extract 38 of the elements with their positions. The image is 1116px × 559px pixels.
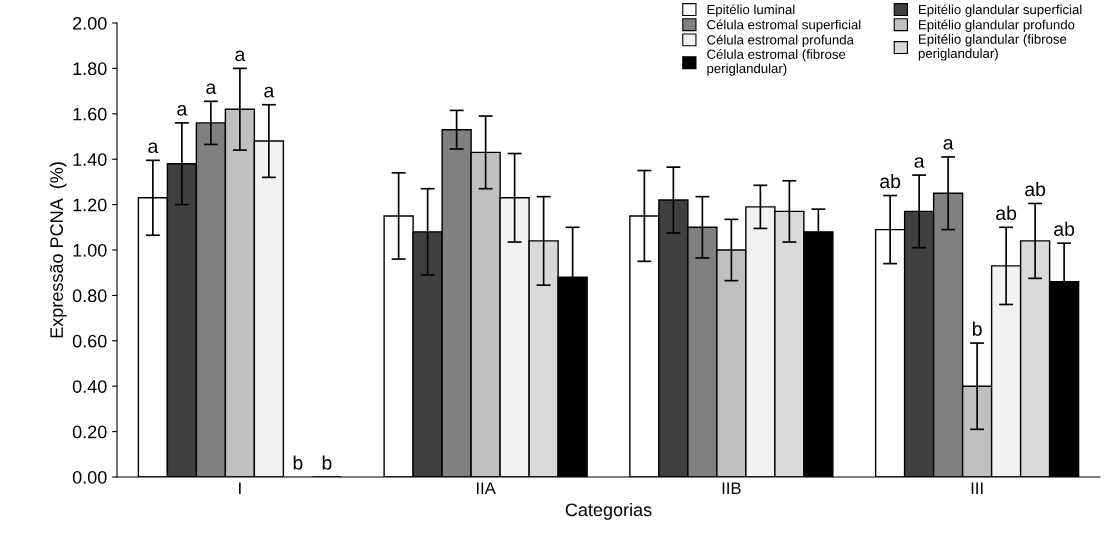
legend-label: Epitélio luminal [707,4,795,17]
legend-label: Célula estromal superficial [707,19,861,32]
y-tick-label: 1.00 [73,243,107,257]
y-tick-label: 0.60 [72,334,107,348]
y-tick-label: 1.60 [73,107,107,121]
data-label: a [206,83,217,95]
data-label: a [148,142,159,154]
data-label: ab [1025,181,1046,197]
y-tick-label: 1.20 [73,198,107,212]
legend-label: Célula estromal (fibrose periglandular) [707,49,846,76]
y-tick-label: 0.20 [72,425,107,439]
y-tick-label: 0.40 [72,380,107,393]
data-label: a [264,86,275,98]
y-tick-label: 1.80 [73,62,107,76]
y-tick-label: 0.80 [72,289,107,303]
legend-label: Célula estromal profunda [707,34,854,48]
legend-label: Epitélio glandular (fibrose periglandular) [918,33,1067,61]
data-label: a [177,104,188,116]
data-label: b [322,455,332,470]
data-label: a [914,157,925,168]
x-tick-label: III [971,482,983,494]
y-tick-label: 2.00 [73,16,107,30]
x-tick-label: IIB [722,482,741,494]
x-tick-label: I [239,482,241,494]
data-label: a [235,50,246,62]
data-label: b [972,321,982,336]
x-tick-label: IIA [476,482,496,494]
data-label: ab [1054,221,1075,236]
y-tick-label: 1.40 [73,153,107,166]
data-label: ab [880,173,901,189]
y-axis-title: Expressão PCNA (%) [49,162,67,338]
data-label: a [943,139,954,150]
data-label: b [293,455,303,470]
y-tick-label: 0.00 [72,470,107,484]
x-axis-title: Categorias [565,502,652,520]
legend-label: Epitélio glandular profundo [919,19,1075,32]
legend-label: Epitélio glandular superficial [919,4,1082,17]
data-label: ab [996,205,1017,221]
